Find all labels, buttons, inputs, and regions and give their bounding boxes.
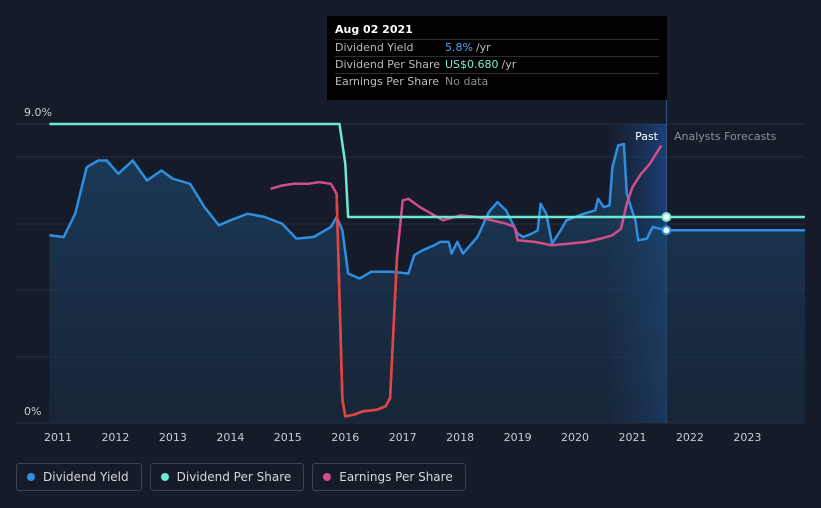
x-tick-label: 2013	[159, 431, 187, 444]
x-tick-label: 2014	[216, 431, 244, 444]
tooltip-value: US$0.680	[445, 58, 499, 71]
x-tick-label: 2018	[446, 431, 474, 444]
x-tick-label: 2016	[331, 431, 359, 444]
x-tick-label: 2012	[101, 431, 129, 444]
x-tick-label: 2023	[733, 431, 761, 444]
x-tick-label: 2019	[504, 431, 532, 444]
x-tick-label: 2017	[389, 431, 417, 444]
legend-dot-icon	[27, 473, 35, 481]
tooltip-row-earnings-per-share: Earnings Per Share No data	[335, 73, 659, 90]
x-tick-label: 2015	[274, 431, 302, 444]
tooltip-date: Aug 02 2021	[335, 23, 413, 36]
y-tick-label: 9.0%	[24, 106, 52, 119]
dividend-yield-endpoint-marker	[661, 225, 672, 236]
legend-dot-icon	[323, 473, 332, 481]
dividend-yield-area	[49, 143, 805, 423]
tooltip-label: Earnings Per Share	[335, 75, 440, 88]
tooltip-label: Dividend Per Share	[335, 58, 441, 71]
tooltip-row-dividend-per-share: Dividend Per Share US$0.680 /yr	[335, 56, 659, 73]
past-label: Past	[635, 130, 659, 143]
legend-dot-icon	[160, 473, 169, 481]
dividend-per-share-endpoint-marker	[661, 212, 672, 223]
legend: Dividend Yield Dividend Per Share Earnin…	[16, 463, 466, 491]
x-tick-label: 2011	[44, 431, 72, 444]
dividend-yield-line	[49, 142, 805, 280]
earnings-per-share-low-segment	[335, 193, 399, 418]
tooltip-unit: /yr	[501, 58, 517, 71]
legend-item-earnings-per-share[interactable]: Earnings Per Share	[312, 463, 466, 491]
tooltip-unit: /yr	[475, 41, 491, 54]
analysts-forecasts-label: Analysts Forecasts	[674, 130, 777, 143]
tooltip-label: Dividend Yield	[335, 41, 414, 54]
tooltip-row-dividend-yield: Dividend Yield 5.8% /yr	[335, 39, 659, 56]
legend-label: Earnings Per Share	[339, 470, 453, 484]
dividend-per-share-line	[49, 122, 805, 219]
y-tick-label: 0%	[24, 405, 41, 418]
legend-label: Dividend Yield	[43, 470, 129, 484]
x-tick-label: 2022	[676, 431, 704, 444]
tooltip: Aug 02 2021 Dividend Yield 5.8% /yr Divi…	[327, 16, 667, 100]
legend-item-dividend-yield[interactable]: Dividend Yield	[16, 463, 142, 491]
legend-item-dividend-per-share[interactable]: Dividend Per Share	[149, 463, 305, 491]
tooltip-value: 5.8%	[445, 41, 473, 54]
tooltip-value: No data	[445, 75, 489, 88]
x-tick-label: 2021	[619, 431, 647, 444]
legend-label: Dividend Per Share	[176, 470, 292, 484]
x-tick-label: 2020	[561, 431, 589, 444]
